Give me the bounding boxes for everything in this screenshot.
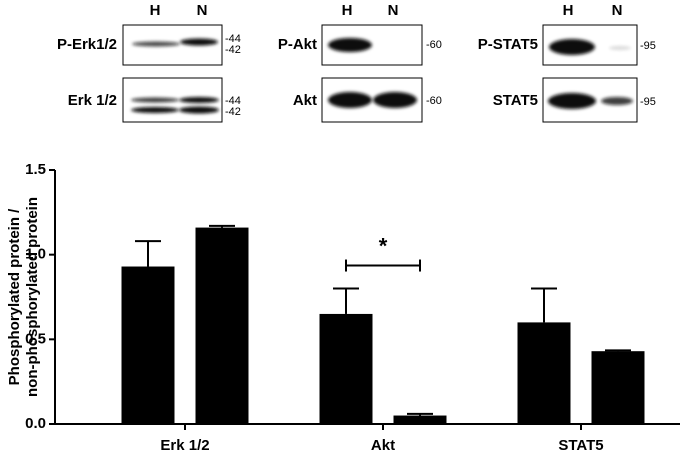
mw-marker: -60	[426, 39, 442, 51]
lane-label: H	[563, 2, 574, 19]
blot-band	[549, 39, 595, 55]
mw-marker: -95	[640, 96, 656, 108]
row-label: P-Akt	[278, 36, 317, 53]
x-tick-label: STAT5	[558, 437, 603, 454]
blot-band	[328, 92, 372, 108]
bar	[121, 266, 175, 424]
bar	[195, 227, 249, 424]
blot-panel: H N P-Erk1/2 Erk 1/2 -44 -42 -44 -42	[57, 2, 241, 123]
blot-band	[132, 41, 180, 47]
mw-marker: -95	[640, 40, 656, 52]
y-tick-label: 1.0	[25, 246, 46, 263]
blot-band	[328, 38, 372, 52]
blot-band	[180, 38, 218, 46]
y-tick-label: 1.5	[25, 161, 46, 178]
lane-label: N	[197, 2, 208, 19]
blot-band	[131, 97, 179, 103]
bar	[319, 313, 373, 424]
blot-panel: H N P-Akt Akt -60 -60	[278, 2, 442, 123]
row-label: Akt	[293, 92, 317, 109]
lane-label: N	[612, 2, 623, 19]
blot-band	[373, 92, 417, 108]
mw-marker: -60	[426, 95, 442, 107]
mw-marker: -44	[225, 95, 241, 107]
row-label: Erk 1/2	[68, 92, 117, 109]
row-label: P-Erk1/2	[57, 36, 117, 53]
significance-marker: *	[379, 233, 388, 258]
x-tick-label: Erk 1/2	[160, 437, 209, 454]
blot-band	[609, 46, 631, 50]
blot-band	[548, 93, 596, 109]
y-tick-label: 0.5	[25, 330, 46, 347]
mw-marker: -44	[225, 33, 241, 45]
blot-band	[179, 97, 219, 103]
mw-marker: -42	[225, 44, 241, 56]
bar	[393, 415, 447, 424]
mw-marker: -42	[225, 106, 241, 118]
blot-band	[601, 97, 633, 105]
y-tick-label: 0.0	[25, 415, 46, 432]
row-label: STAT5	[493, 92, 538, 109]
bar	[517, 322, 571, 424]
y-axis-title-line: Phosphorylated protein /	[6, 208, 23, 386]
lane-label: H	[150, 2, 161, 19]
x-tick-label: Akt	[371, 437, 395, 454]
lane-label: H	[342, 2, 353, 19]
lane-label: N	[388, 2, 399, 19]
y-axis-title-line: non-phosphorylated protein	[24, 197, 41, 397]
y-axis-title: Phosphorylated protein / non-phosphoryla…	[6, 197, 41, 397]
row-label: P-STAT5	[478, 36, 538, 53]
blot-band	[179, 106, 219, 114]
blot-band	[131, 107, 179, 113]
bar	[591, 351, 645, 424]
blot-panel: H N P-STAT5 STAT5 -95 -95	[478, 2, 656, 123]
